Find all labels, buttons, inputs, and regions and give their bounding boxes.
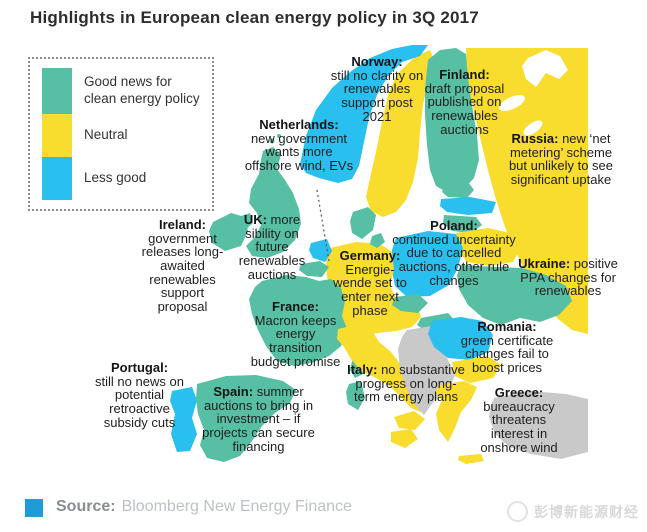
map-label-poland: Poland: continued uncertainty due to can… — [392, 218, 516, 288]
country-poland — [391, 231, 463, 297]
country-bulgaria — [452, 356, 501, 383]
map-label-netherlands: Netherlands: new government wants more o… — [244, 117, 354, 173]
country-finland — [425, 48, 479, 193]
country-sweden — [366, 50, 434, 217]
page-title: Highlights in European clean energy poli… — [30, 8, 479, 27]
watermark-text: 彭博新能源财经 — [534, 503, 639, 520]
map-label-spain: Spain: summer auctions to bring in inves… — [202, 384, 315, 454]
legend-item-neutral: Neutral — [42, 114, 204, 157]
country-russia — [466, 48, 588, 334]
island-sicily — [391, 429, 418, 448]
footer: Source: Bloomberg New Energy Finance 彭博新能… — [0, 492, 647, 532]
legend-item-good: Good news for clean energy policy — [42, 68, 204, 114]
country-uk — [246, 147, 301, 258]
legend-label-less-good: Less good — [84, 170, 147, 186]
source-square-icon — [25, 499, 43, 517]
map-label-uk: UK: more sibility on future renewables a… — [238, 212, 306, 282]
lake-ladoga — [499, 94, 525, 112]
map-label-ireland: Ireland: government releases long-awaite… — [141, 217, 224, 314]
white-sea — [522, 50, 568, 87]
scottish-isles-2 — [277, 134, 281, 138]
netherlands-leader-line — [316, 189, 330, 262]
country-germany — [326, 242, 421, 335]
map-label-france: France: Macron keeps energy transition b… — [250, 299, 341, 369]
country-ireland — [209, 213, 248, 251]
map-label-portugal: Portugal: still no news on potential ret… — [95, 360, 184, 430]
country-turkey — [489, 391, 588, 459]
source-line: Source: Bloomberg New Energy Finance — [56, 498, 352, 516]
country-greece — [435, 381, 477, 442]
legend-swatch-less-good — [42, 157, 72, 200]
country-romania — [428, 317, 493, 360]
legend-swatch-good — [42, 68, 72, 114]
map-label-ukraine: Ukraine: positive PPA changes for renewa… — [518, 256, 618, 299]
map-label-romania: Romania: green certificate changes fail … — [460, 319, 554, 375]
scottish-isles — [269, 138, 275, 144]
country-belarus — [456, 228, 521, 266]
country-czech — [392, 294, 428, 313]
legend-label-good: Good news for clean energy policy — [84, 74, 200, 106]
lake-onega — [523, 120, 543, 136]
legend-item-less-good: Less good — [42, 157, 204, 200]
island-crete — [458, 454, 484, 464]
map-label-germany: Germany: Energie-wende set to enter next… — [333, 248, 407, 318]
country-portugal — [170, 387, 197, 452]
legend-swatch-neutral — [42, 114, 72, 157]
country-ukraine — [457, 265, 572, 325]
country-denmark-islands — [370, 233, 385, 248]
country-spain — [196, 375, 296, 462]
source-value: Bloomberg New Energy Finance — [121, 498, 352, 515]
legend-label-neutral: Neutral — [84, 127, 128, 143]
legend: Good news for clean energy policy Neutra… — [28, 57, 214, 211]
italy-south — [394, 411, 425, 430]
country-latvia — [440, 197, 496, 215]
map-label-norway: Norway: still no clarity on renewables s… — [330, 54, 424, 124]
watermark-logo-icon — [507, 501, 528, 522]
country-denmark — [350, 207, 376, 239]
country-belgium — [299, 261, 329, 277]
island-sardinia — [346, 381, 365, 410]
map-label-italy: Italy: no substantive progress on long-t… — [347, 362, 465, 405]
map-label-greece: Greece: bureaucracy threatens interest i… — [480, 385, 558, 455]
map-label-finland: Finland: draft proposal published on ren… — [424, 67, 505, 137]
country-norway — [300, 45, 428, 183]
country-italy — [337, 325, 428, 413]
country-france — [249, 275, 348, 366]
map-label-russia: Russia: new ‘net metering’ scheme but un… — [508, 131, 614, 187]
source-label: Source: — [56, 498, 116, 515]
watermark: 彭博新能源财经 — [507, 501, 639, 522]
country-estonia — [442, 182, 474, 198]
country-lithuania — [443, 215, 482, 233]
